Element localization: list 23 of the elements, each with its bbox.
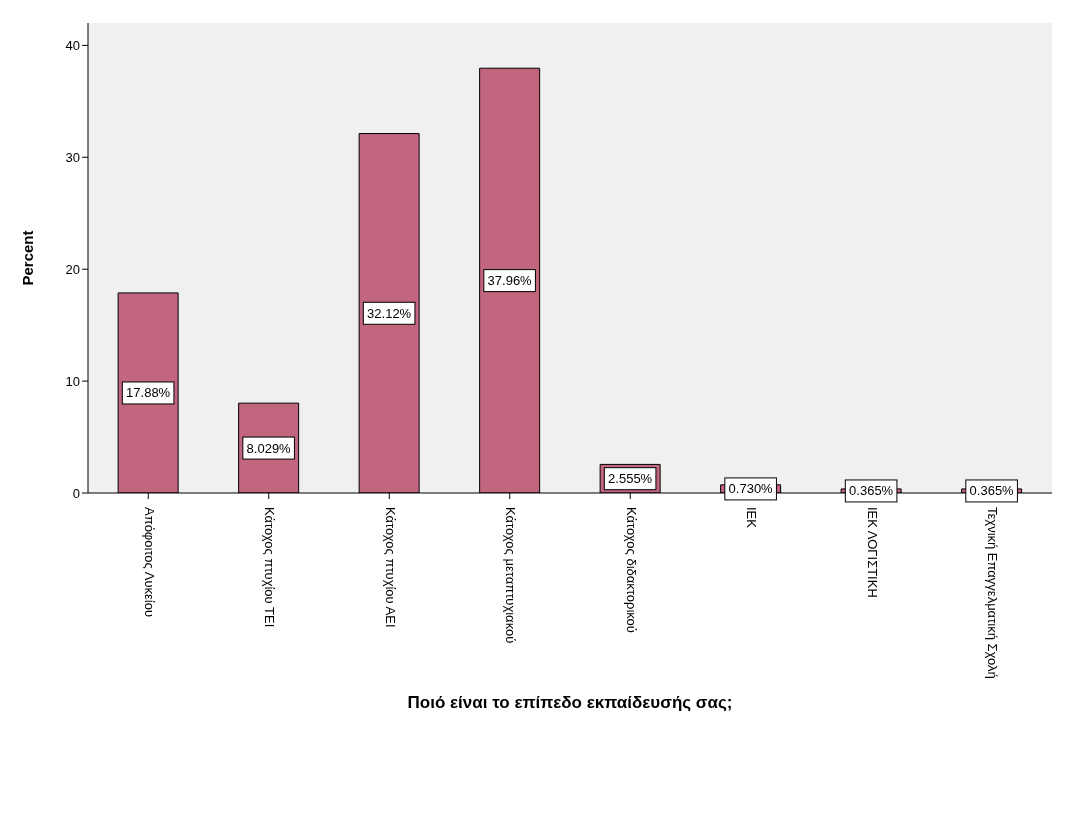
y-axis-title: Percent (19, 230, 37, 286)
y-tick-label: 40 (65, 38, 80, 53)
data-label: 37.96% (487, 273, 533, 289)
data-label: 2.555% (608, 471, 653, 487)
x-tick-label: ΙΕΚ ΛΟΓΙΣΤΙΚΗ (864, 507, 880, 598)
data-label: 0.365% (849, 483, 894, 499)
x-tick-label: Κάτοχος διδακτορικού (623, 507, 639, 633)
data-label: 32.12% (367, 305, 412, 321)
y-tick-label: 20 (65, 261, 80, 277)
x-tick-label: Απόφοιτος Λυκείου (141, 507, 157, 618)
y-tick-label: 30 (65, 149, 80, 165)
y-tick-label: 0 (72, 485, 80, 501)
data-label: 17.88% (126, 385, 171, 401)
data-label: 0.730% (728, 481, 774, 497)
x-tick-label: Κάτοχος πτυχίου ΑΕΙ (382, 507, 398, 628)
x-tick-label: ΙΕΚ (744, 507, 760, 529)
x-tick-label: Κάτοχος μεταπτυχιακού (503, 507, 519, 644)
x-tick-label: Τεχνική Επαγγελματική Σχολή (985, 507, 1001, 679)
x-tick-label: Κάτοχος πτυχίου ΤΕΙ (262, 507, 278, 628)
x-axis-title: Ποιό είναι το επίπεδο εκπαίδευσής σας; (407, 693, 733, 712)
data-label: 0.365% (969, 483, 1015, 499)
y-tick-label: 10 (65, 373, 80, 389)
data-label: 8.029% (246, 440, 292, 456)
